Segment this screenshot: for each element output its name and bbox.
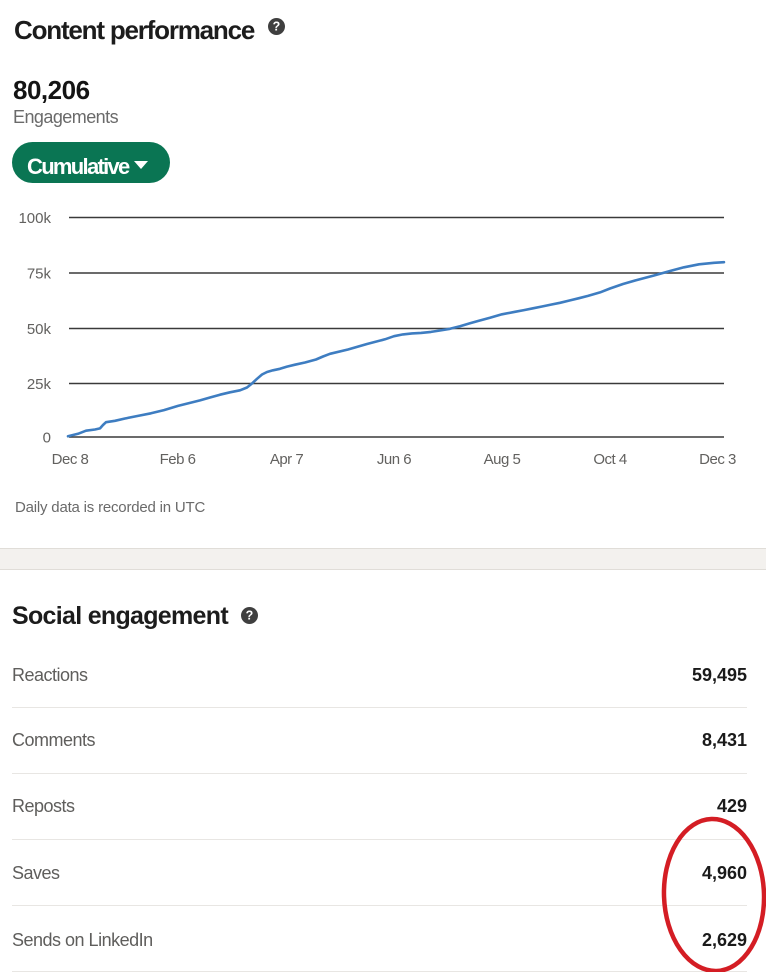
svg-text:100k: 100k — [18, 210, 51, 227]
svg-text:25k: 25k — [27, 376, 52, 393]
svg-text:Apr 7: Apr 7 — [270, 451, 304, 468]
svg-text:Feb 6: Feb 6 — [160, 451, 196, 468]
svg-text:Dec 8: Dec 8 — [52, 451, 89, 468]
svg-text:0: 0 — [43, 430, 51, 447]
svg-text:Oct 4: Oct 4 — [593, 451, 627, 468]
svg-text:?: ? — [246, 609, 254, 623]
svg-text:Dec 3: Dec 3 — [699, 451, 736, 468]
svg-text:?: ? — [273, 20, 281, 34]
svg-text:75k: 75k — [27, 266, 52, 283]
svg-text:Jun 6: Jun 6 — [377, 451, 411, 468]
svg-text:50k: 50k — [27, 321, 52, 338]
svg-text:Aug 5: Aug 5 — [484, 451, 521, 468]
